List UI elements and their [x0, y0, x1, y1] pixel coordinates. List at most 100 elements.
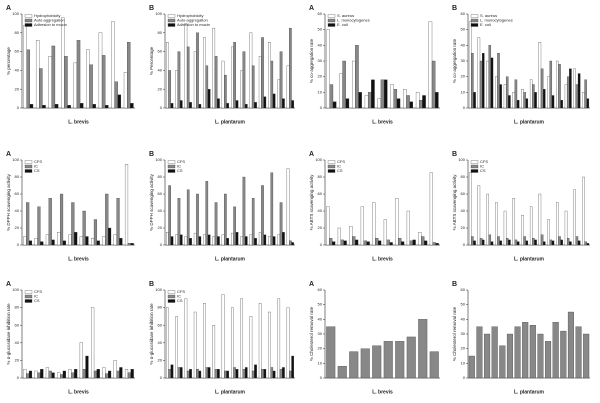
- legend-swatch: [24, 294, 33, 299]
- y-axis-label: % percentage: [6, 47, 11, 75]
- y-tick-label: 50: [318, 27, 323, 32]
- y-tick-label: 30: [318, 331, 323, 336]
- y-tick-label: 10: [318, 89, 323, 94]
- bar: [23, 236, 27, 246]
- bar: [233, 42, 236, 109]
- legend-label: CS: [34, 168, 40, 173]
- bar: [364, 95, 369, 109]
- bar: [79, 103, 84, 109]
- legend-label: S. aureus: [337, 13, 354, 18]
- legend-swatch: [24, 290, 33, 294]
- bar: [503, 84, 507, 109]
- y-tick-label: 60: [158, 191, 163, 196]
- bar: [521, 89, 524, 109]
- bar: [263, 234, 267, 246]
- bar: [352, 236, 356, 246]
- bar: [569, 241, 572, 246]
- y-tick-label: 40: [15, 208, 20, 213]
- bar: [189, 369, 192, 379]
- bar: [560, 239, 563, 246]
- bar: [372, 345, 382, 379]
- bar: [68, 234, 72, 246]
- bar: [337, 227, 341, 246]
- bar: [418, 319, 428, 379]
- y-axis-label: % ABTS scavenging activity: [309, 174, 314, 231]
- y-tick-label: 100: [155, 11, 162, 16]
- bar: [277, 234, 281, 246]
- bar: [74, 369, 78, 379]
- bar: [23, 25, 27, 109]
- bar: [575, 236, 579, 246]
- legend-swatch: [327, 160, 336, 164]
- legend-label: Adhesion to mucin: [177, 22, 210, 27]
- legend-label: L. monocytogenes: [480, 18, 513, 23]
- bar: [558, 63, 561, 109]
- bar: [495, 76, 498, 109]
- bar: [552, 322, 559, 379]
- bar: [349, 226, 353, 246]
- bar: [277, 298, 281, 379]
- bar: [360, 348, 370, 379]
- bar: [521, 215, 524, 246]
- bar: [127, 372, 131, 379]
- bar: [45, 234, 49, 246]
- bar: [235, 100, 239, 109]
- bar: [471, 236, 474, 246]
- bar: [127, 42, 131, 109]
- y-tick-label: 80: [15, 174, 20, 179]
- bar: [170, 364, 174, 379]
- legend-label: Adhesion to mucin: [34, 22, 67, 27]
- bar: [119, 367, 123, 379]
- bar: [332, 241, 336, 246]
- legend-label: Auto-aggregation: [177, 18, 208, 23]
- bar: [37, 372, 41, 379]
- legend-swatch: [470, 160, 479, 164]
- bar: [268, 42, 271, 109]
- bar: [249, 234, 253, 246]
- y-tick-label: 80: [318, 174, 323, 179]
- bar: [102, 236, 106, 246]
- bar: [326, 29, 330, 109]
- bar: [224, 193, 227, 246]
- bar: [198, 104, 202, 109]
- bar: [168, 70, 171, 109]
- legend-label: CFS: [337, 159, 345, 164]
- bar: [93, 370, 98, 379]
- y-tick-label: 80: [15, 30, 20, 35]
- bar: [244, 104, 248, 109]
- bar: [29, 104, 34, 109]
- y-tick-label: 60: [15, 191, 20, 196]
- legend-label: CFS: [177, 289, 185, 294]
- bar: [401, 241, 405, 246]
- bar: [62, 370, 66, 379]
- y-tick-label: 20: [158, 225, 163, 230]
- bar: [186, 370, 190, 379]
- bar: [484, 333, 491, 379]
- bar: [564, 210, 568, 246]
- y-tick-label: 0: [17, 242, 20, 247]
- legend-label: CFS: [480, 159, 488, 164]
- bar: [383, 341, 393, 379]
- bar: [573, 68, 576, 109]
- legend-label: CFS: [34, 289, 42, 294]
- bar: [383, 79, 388, 109]
- panel-label: B: [452, 5, 457, 12]
- bar: [406, 336, 416, 379]
- bar: [340, 239, 344, 246]
- panel-label: A: [6, 5, 11, 12]
- bar: [203, 303, 206, 379]
- y-tick-label: 60: [15, 322, 20, 327]
- y-axis-label: % ABTS scavenging activity: [452, 174, 457, 231]
- bar: [329, 84, 334, 109]
- x-axis-label: L. brevis: [372, 119, 393, 125]
- bar: [514, 326, 521, 379]
- bar: [124, 369, 129, 379]
- y-tick-label: 60: [461, 191, 466, 196]
- bar: [514, 79, 518, 109]
- legend-swatch: [24, 18, 33, 23]
- bar: [240, 70, 243, 109]
- bar: [242, 369, 246, 379]
- bar: [395, 198, 399, 246]
- bar: [428, 21, 433, 109]
